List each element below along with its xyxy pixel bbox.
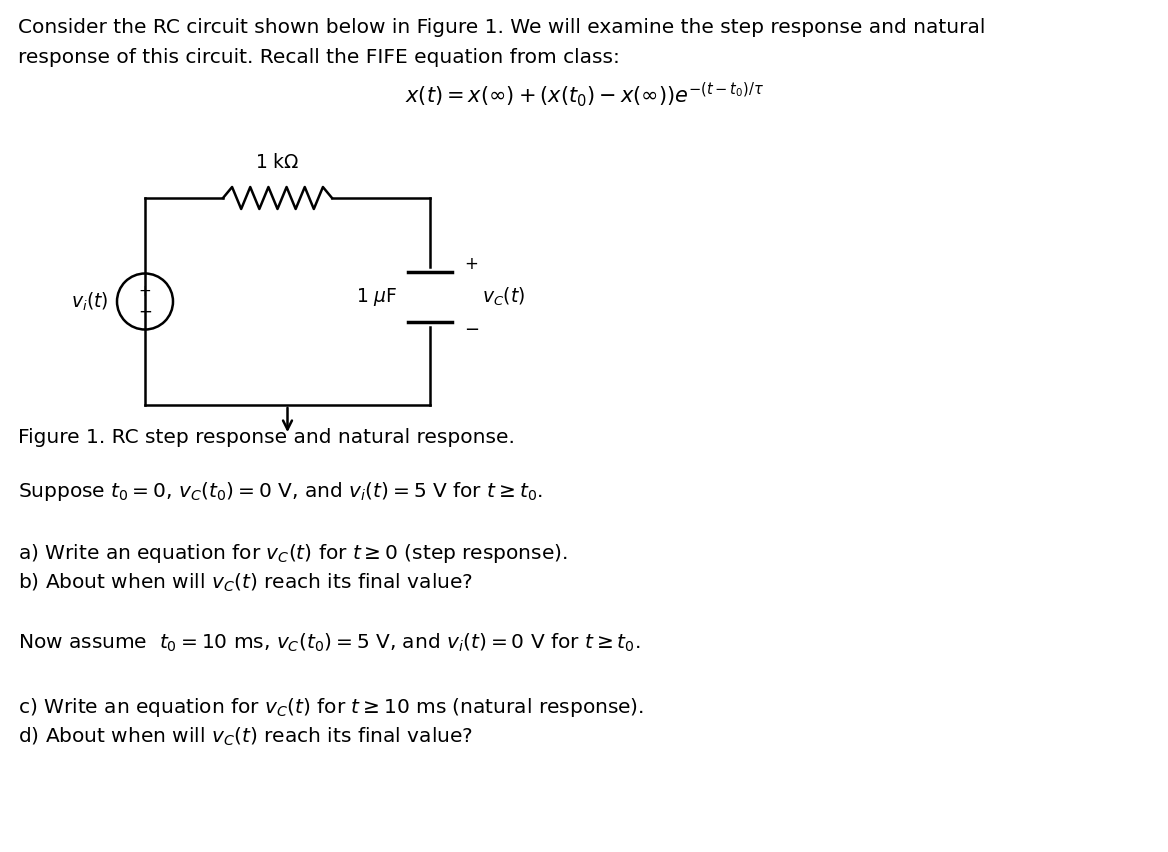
Text: a) Write an equation for $v_C(t)$ for $t \geq 0$ (step response).: a) Write an equation for $v_C(t)$ for $t…	[18, 542, 568, 565]
Text: d) About when will $v_C(t)$ reach its final value?: d) About when will $v_C(t)$ reach its fi…	[18, 726, 473, 748]
Text: Now assume  $t_0 = 10$ ms, $v_C(t_0) = 5$ V, and $v_i(t) = 0$ V for $t \geq t_0$: Now assume $t_0 = 10$ ms, $v_C(t_0) = 5$…	[18, 632, 640, 654]
Text: Consider the RC circuit shown below in Figure 1. We will examine the step respon: Consider the RC circuit shown below in F…	[18, 18, 986, 37]
Text: 1 $\mu$F: 1 $\mu$F	[356, 286, 398, 308]
Text: 1 k$\Omega$: 1 k$\Omega$	[256, 153, 300, 172]
Text: −: −	[464, 321, 479, 339]
Text: Figure 1. RC step response and natural response.: Figure 1. RC step response and natural r…	[18, 428, 515, 447]
Text: −: −	[138, 302, 152, 320]
Text: $v_C(t)$: $v_C(t)$	[482, 286, 526, 308]
Text: +: +	[464, 255, 478, 273]
Text: Suppose $t_0 = 0$, $v_C(t_0) = 0$ V, and $v_i(t) = 5$ V for $t \geq t_0$.: Suppose $t_0 = 0$, $v_C(t_0) = 0$ V, and…	[18, 480, 543, 503]
Text: $v_i(t)$: $v_i(t)$	[71, 291, 109, 313]
Text: +: +	[139, 284, 152, 299]
Text: $x(t) = x(\infty) + (x(t_0) - x(\infty))e^{-(t-t_0)/\tau}$: $x(t) = x(\infty) + (x(t_0) - x(\infty))…	[404, 80, 764, 109]
Text: b) About when will $v_C(t)$ reach its final value?: b) About when will $v_C(t)$ reach its fi…	[18, 572, 473, 595]
Text: c) Write an equation for $v_C(t)$ for $t \geq 10$ ms (natural response).: c) Write an equation for $v_C(t)$ for $t…	[18, 696, 644, 719]
Text: response of this circuit. Recall the FIFE equation from class:: response of this circuit. Recall the FIF…	[18, 48, 620, 67]
